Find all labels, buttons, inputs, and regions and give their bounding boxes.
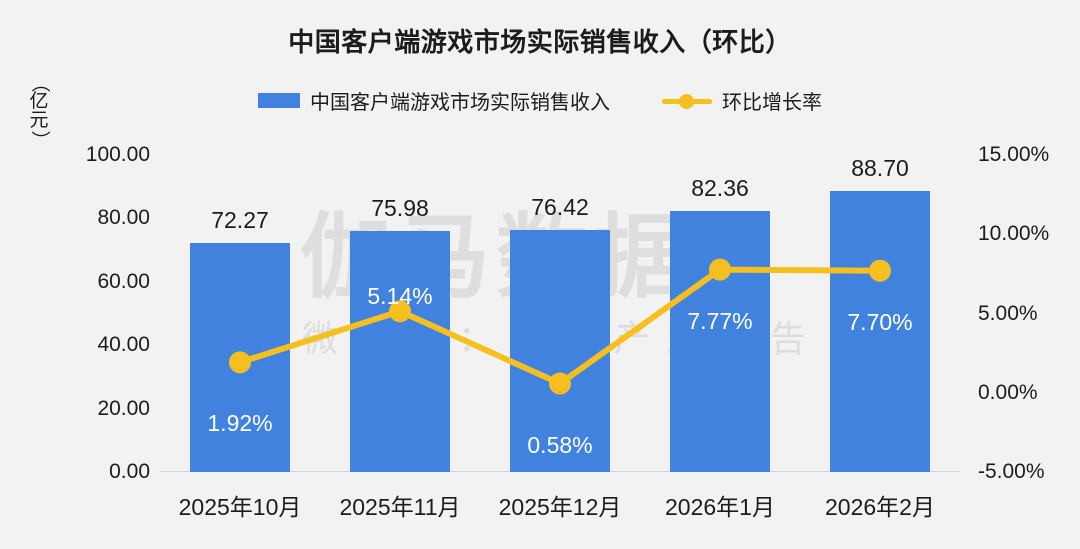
y-axis-right-tick-label: 15.00%	[978, 143, 1050, 166]
x-axis-tick-label-5: 2026年2月	[825, 494, 935, 520]
y-axis-right-tick-label: 0.00%	[978, 380, 1038, 404]
y-axis-unit-label: （ 亿 元 ）	[27, 73, 51, 150]
x-axis-tick-label-2: 2025年11月	[339, 494, 461, 520]
bar-value-label-1: 72.27	[211, 206, 269, 233]
y-axis-left-tick-label: 100.00	[85, 143, 150, 166]
y-axis-unit-char-1: 亿	[29, 91, 49, 112]
chart-title: 中国客户端游戏市场实际销售收入（环比）	[288, 27, 792, 57]
x-axis-tick-label-1: 2025年10月	[178, 494, 302, 520]
growth-rate-label-5: 7.70%	[847, 308, 913, 335]
legend-bar-swatch-icon	[258, 93, 300, 108]
line-marker-4[interactable]	[709, 258, 731, 281]
growth-rate-label-2: 5.14%	[367, 283, 433, 310]
x-axis-tick-label-4: 2026年1月	[665, 494, 775, 520]
bar-value-label-3: 76.42	[531, 193, 589, 220]
y-axis-right-tick-label: 10.00%	[978, 222, 1050, 246]
line-marker-3[interactable]	[549, 372, 571, 395]
data-labels-layer: 72.27 75.98 76.42 82.36 88.70 1.92% 5.14% 0.58%…	[160, 155, 960, 472]
y-axis-right-tick-label: 5.00%	[978, 301, 1038, 325]
y-axis-right-ticks: 15.00% 10.00% 5.00% 0.00% -5.00%	[978, 143, 1078, 483]
growth-rate-label-4: 7.77%	[687, 307, 753, 334]
legend-line-swatch-icon	[662, 93, 712, 109]
legend-item-bar[interactable]: 中国客户端游戏市场实际销售收入	[258, 86, 610, 115]
y-axis-left-tick-label: 80.00	[97, 206, 150, 230]
bar-4[interactable]	[670, 210, 770, 472]
bar-3[interactable]	[510, 229, 610, 472]
chart-legend: 中国客户端游戏市场实际销售收入 环比增长率	[0, 86, 1080, 115]
legend-line-label: 环比增长率	[722, 92, 822, 114]
x-axis-tick-label-3: 2025年12月	[498, 494, 622, 520]
y-axis-left-ticks: 100.00 80.00 60.00 40.00 20.00 0.00	[58, 143, 150, 483]
bars-layer	[160, 155, 960, 472]
y-axis-unit-char-2: 元	[29, 110, 49, 132]
line-marker-1[interactable]	[229, 351, 251, 374]
line-marker-2[interactable]	[389, 300, 411, 323]
y-axis-left-tick-label: 60.00	[97, 269, 150, 293]
bar-value-label-4: 82.36	[691, 174, 749, 201]
legend-bar-label: 中国客户端游戏市场实际销售收入	[310, 92, 610, 114]
bar-2[interactable]	[350, 231, 450, 472]
x-axis-ticks: 2025年10月 2025年11月 2025年12月 2026年1月 2026年2月	[160, 488, 960, 528]
plot-area: 72.27 75.98 76.42 82.36 88.70 1.92% 5.14% 0.58%…	[160, 155, 960, 472]
y-axis-left-tick-label: 40.00	[97, 333, 150, 357]
line-marker-5[interactable]	[869, 259, 891, 282]
y-axis-left-tick-label: 0.00	[109, 460, 150, 483]
bar-value-label-5: 88.70	[851, 154, 909, 181]
y-axis-left-tick-label: 20.00	[97, 396, 150, 420]
y-axis-unit-paren-open: （	[29, 73, 50, 93]
growth-rate-label-1: 1.92%	[207, 410, 273, 437]
bar-5[interactable]	[830, 190, 930, 472]
y-axis-right-tick-label: -5.00%	[978, 460, 1045, 483]
legend-item-line[interactable]: 环比增长率	[662, 86, 822, 115]
y-axis-unit-paren-close: ）	[29, 130, 50, 150]
growth-rate-line-layer	[229, 258, 891, 395]
bar-value-label-2: 75.98	[371, 195, 429, 222]
growth-rate-label-3: 0.58%	[527, 431, 593, 458]
